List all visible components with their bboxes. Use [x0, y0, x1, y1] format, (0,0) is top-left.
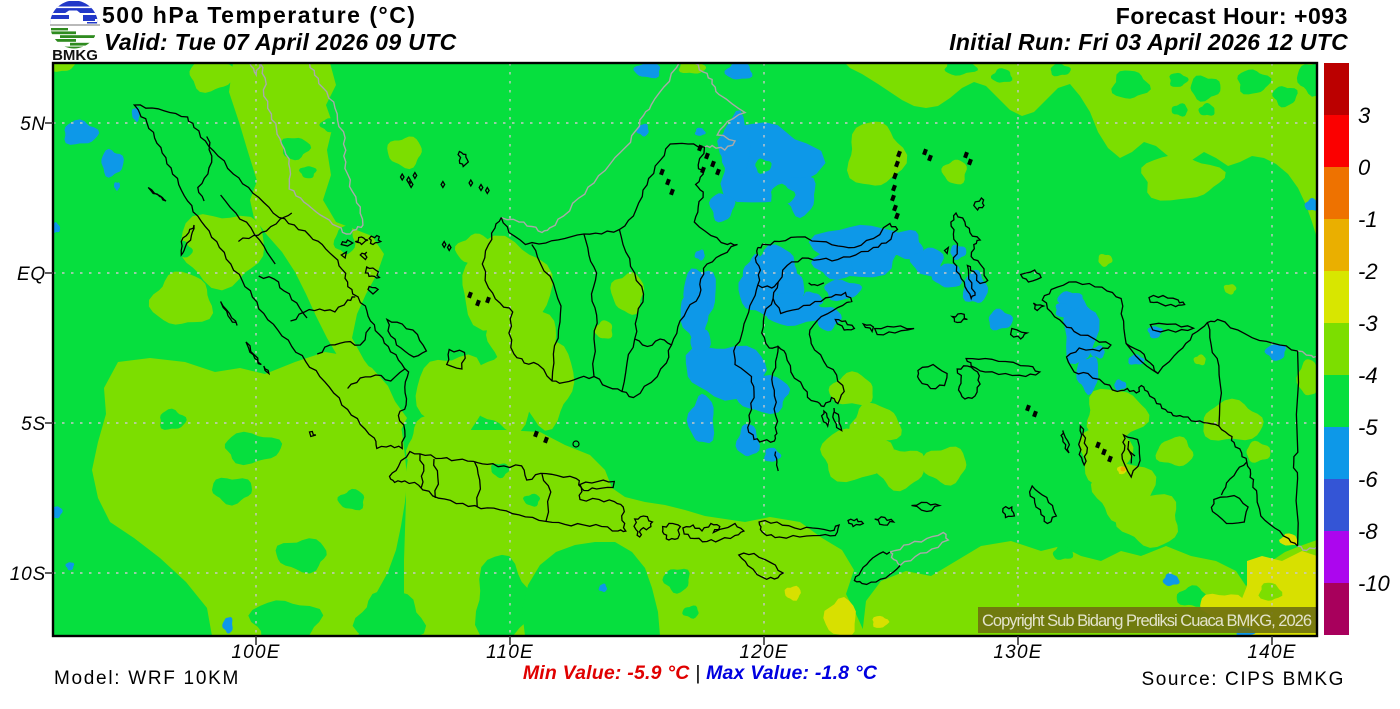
svg-text:5S: 5S: [21, 414, 46, 435]
svg-text:-5: -5: [1358, 415, 1378, 440]
svg-text:-6: -6: [1358, 467, 1378, 492]
svg-text:-2: -2: [1358, 259, 1378, 284]
svg-text:-1: -1: [1358, 207, 1378, 232]
svg-text:Copyright Sub Bidang Prediksi: Copyright Sub Bidang Prediksi Cuaca BMKG…: [982, 612, 1312, 630]
svg-text:100E: 100E: [231, 642, 280, 663]
svg-text:3: 3: [1358, 103, 1371, 128]
svg-text:110E: 110E: [486, 642, 534, 663]
svg-text:10S: 10S: [10, 564, 46, 585]
svg-text:EQ: EQ: [17, 264, 46, 285]
svg-text:BMKG: BMKG: [52, 47, 98, 63]
svg-text:-10: -10: [1358, 571, 1391, 596]
svg-text:0: 0: [1358, 155, 1371, 180]
svg-text:-4: -4: [1358, 363, 1378, 388]
svg-text:140E: 140E: [1247, 642, 1296, 663]
svg-text:120E: 120E: [739, 642, 788, 663]
svg-text:-3: -3: [1358, 311, 1378, 336]
svg-text:-8: -8: [1358, 519, 1378, 544]
svg-text:5N: 5N: [20, 114, 46, 135]
svg-text:130E: 130E: [993, 642, 1042, 663]
